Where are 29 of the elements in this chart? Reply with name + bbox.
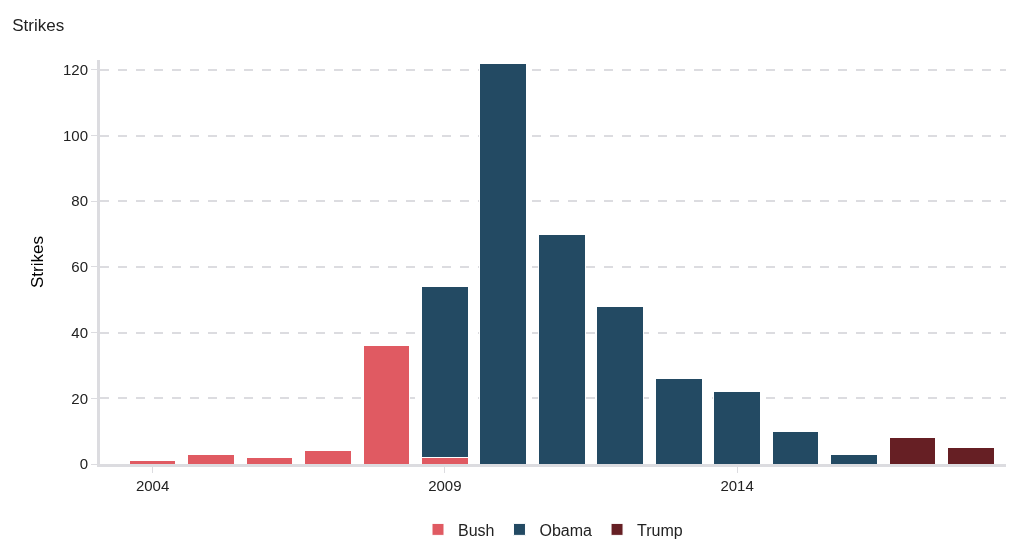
bar (304, 450, 352, 464)
bar (830, 453, 878, 464)
bar (128, 460, 177, 464)
bar (888, 437, 937, 464)
y-tick-label: 0 (79, 455, 88, 473)
bar (713, 391, 761, 464)
y-axis-title: Strikes (27, 236, 47, 288)
x-tick-label: 2014 (720, 477, 754, 494)
bar (947, 447, 995, 464)
legend-label: Obama (539, 521, 593, 539)
bar (537, 233, 586, 464)
y-tick-label: 80 (71, 192, 88, 210)
x-tick-label: 2004 (135, 477, 170, 494)
y-tick-label: 20 (71, 389, 88, 407)
bar (362, 345, 411, 464)
chart-title: Strikes (12, 16, 65, 36)
y-tick-label: 100 (62, 126, 88, 144)
bar (596, 305, 645, 464)
y-tick-label: 60 (71, 258, 88, 276)
legend-label: Trump (637, 521, 683, 539)
y-tick-label: 120 (62, 61, 88, 79)
bar (187, 453, 235, 464)
bar (654, 378, 703, 464)
y-tick-label: 40 (71, 323, 88, 341)
legend-label: Bush (458, 521, 495, 539)
bar (479, 62, 528, 464)
bar (771, 430, 820, 464)
bar (245, 456, 294, 464)
x-tick-label: 2009 (428, 477, 462, 494)
